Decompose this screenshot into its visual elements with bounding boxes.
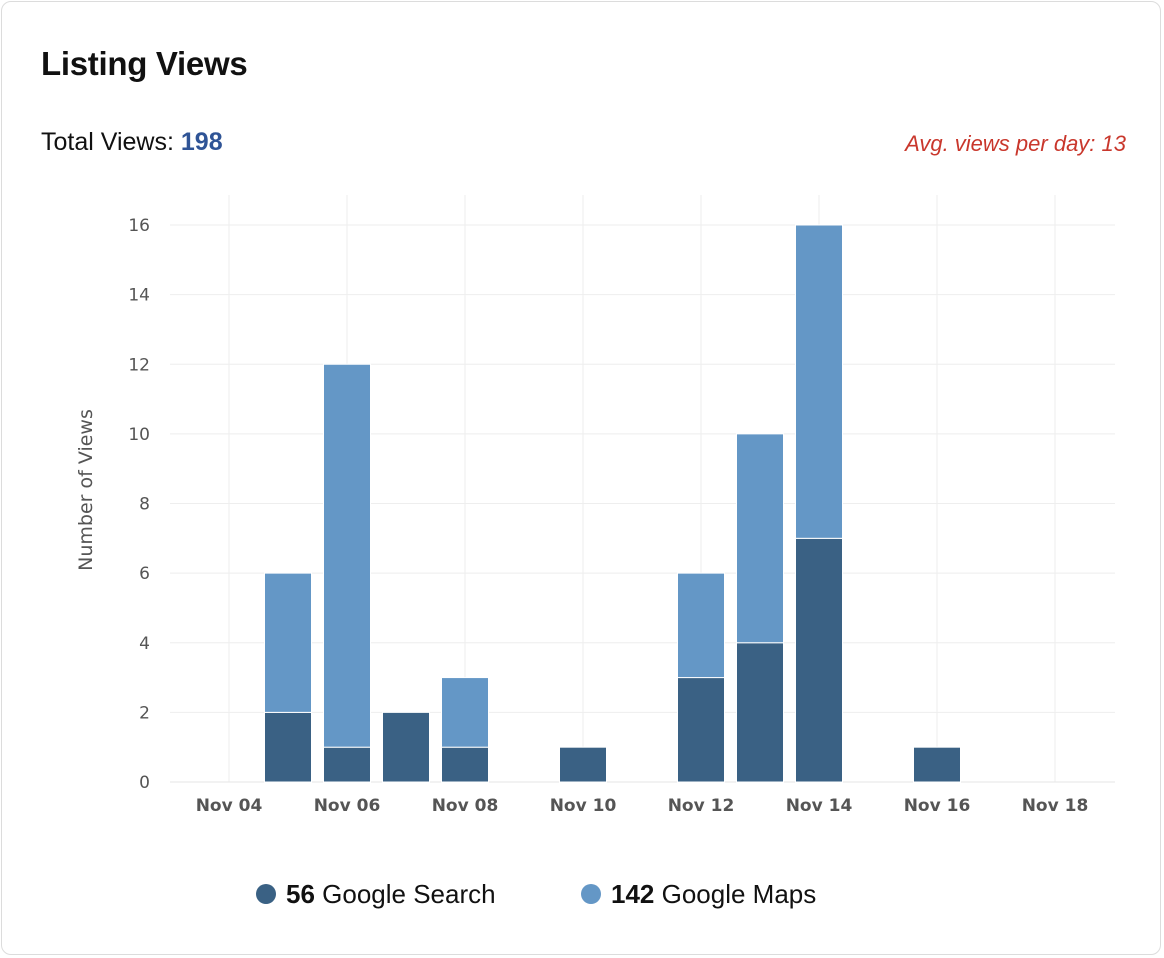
x-tick-label: Nov 08 — [432, 796, 499, 816]
y-tick-label: 16 — [128, 216, 150, 236]
x-tick-label: Nov 04 — [196, 796, 263, 816]
listing-views-chart: 0 2 4 6 8 10 12 14 16 Nov 04 Nov 06 Nov 08 Nov 10 Nov… — [75, 195, 1115, 816]
legend-count-google-maps: 142 — [611, 879, 655, 909]
label-layer: 0 2 4 6 8 10 12 14 16 Nov 04 Nov 06 Nov 08 Nov 10 Nov… — [128, 216, 1088, 816]
x-tick-label: Nov 18 — [1022, 796, 1089, 816]
x-tick-label: Nov 16 — [904, 796, 971, 816]
y-tick-label: 0 — [139, 773, 150, 793]
bar-google-maps[interactable] — [736, 433, 784, 644]
x-tick-label: Nov 12 — [668, 796, 735, 816]
bar-google-maps[interactable] — [323, 363, 371, 748]
legend-dot-google-maps — [581, 884, 601, 905]
bar-google-search[interactable] — [264, 711, 312, 783]
avg-views-per-day: Avg. views per day: 13 — [905, 131, 1126, 156]
legend-dot-google-search — [256, 884, 276, 905]
bar-google-maps[interactable] — [795, 224, 843, 539]
x-tick-label: Nov 14 — [786, 796, 853, 816]
bar-google-search[interactable] — [913, 746, 961, 783]
y-tick-label: 6 — [139, 564, 150, 584]
bar-google-search[interactable] — [736, 642, 784, 783]
y-axis-title: Number of Views — [75, 409, 97, 571]
y-tick-label: 8 — [139, 495, 150, 515]
legend-item-google-search[interactable]: 56 Google Search — [256, 876, 496, 912]
x-tick-label: Nov 06 — [314, 796, 381, 816]
legend-item-google-maps[interactable]: 142 Google Maps — [581, 876, 816, 912]
legend: 56 Google Search 142 Google Maps — [0, 876, 1164, 916]
y-tick-label: 10 — [128, 425, 150, 445]
legend-label-google-search: Google Search — [314, 879, 496, 909]
bar-google-search[interactable] — [323, 746, 371, 783]
total-views-label: Total Views: — [41, 128, 181, 156]
y-tick-label: 14 — [128, 286, 150, 306]
bar-google-search[interactable] — [559, 746, 607, 783]
bar-google-search[interactable] — [382, 711, 430, 783]
bar-google-maps[interactable] — [441, 677, 489, 748]
bar-google-maps[interactable] — [677, 572, 725, 679]
bar-google-search[interactable] — [441, 746, 489, 783]
y-tick-label: 2 — [139, 703, 150, 723]
bar-layer — [264, 224, 961, 783]
bar-google-search[interactable] — [677, 677, 725, 783]
x-tick-label: Nov 10 — [550, 796, 617, 816]
y-tick-label: 4 — [139, 634, 150, 654]
y-tick-label: 12 — [128, 355, 150, 375]
total-views: Total Views: 198 — [41, 127, 223, 157]
card-title: Listing Views — [41, 45, 248, 82]
bar-google-maps[interactable] — [264, 572, 312, 713]
legend-label-google-maps: Google Maps — [654, 879, 817, 909]
bar-google-search[interactable] — [795, 537, 843, 783]
legend-count-google-search: 56 — [286, 879, 315, 909]
total-views-value: 198 — [180, 128, 223, 156]
